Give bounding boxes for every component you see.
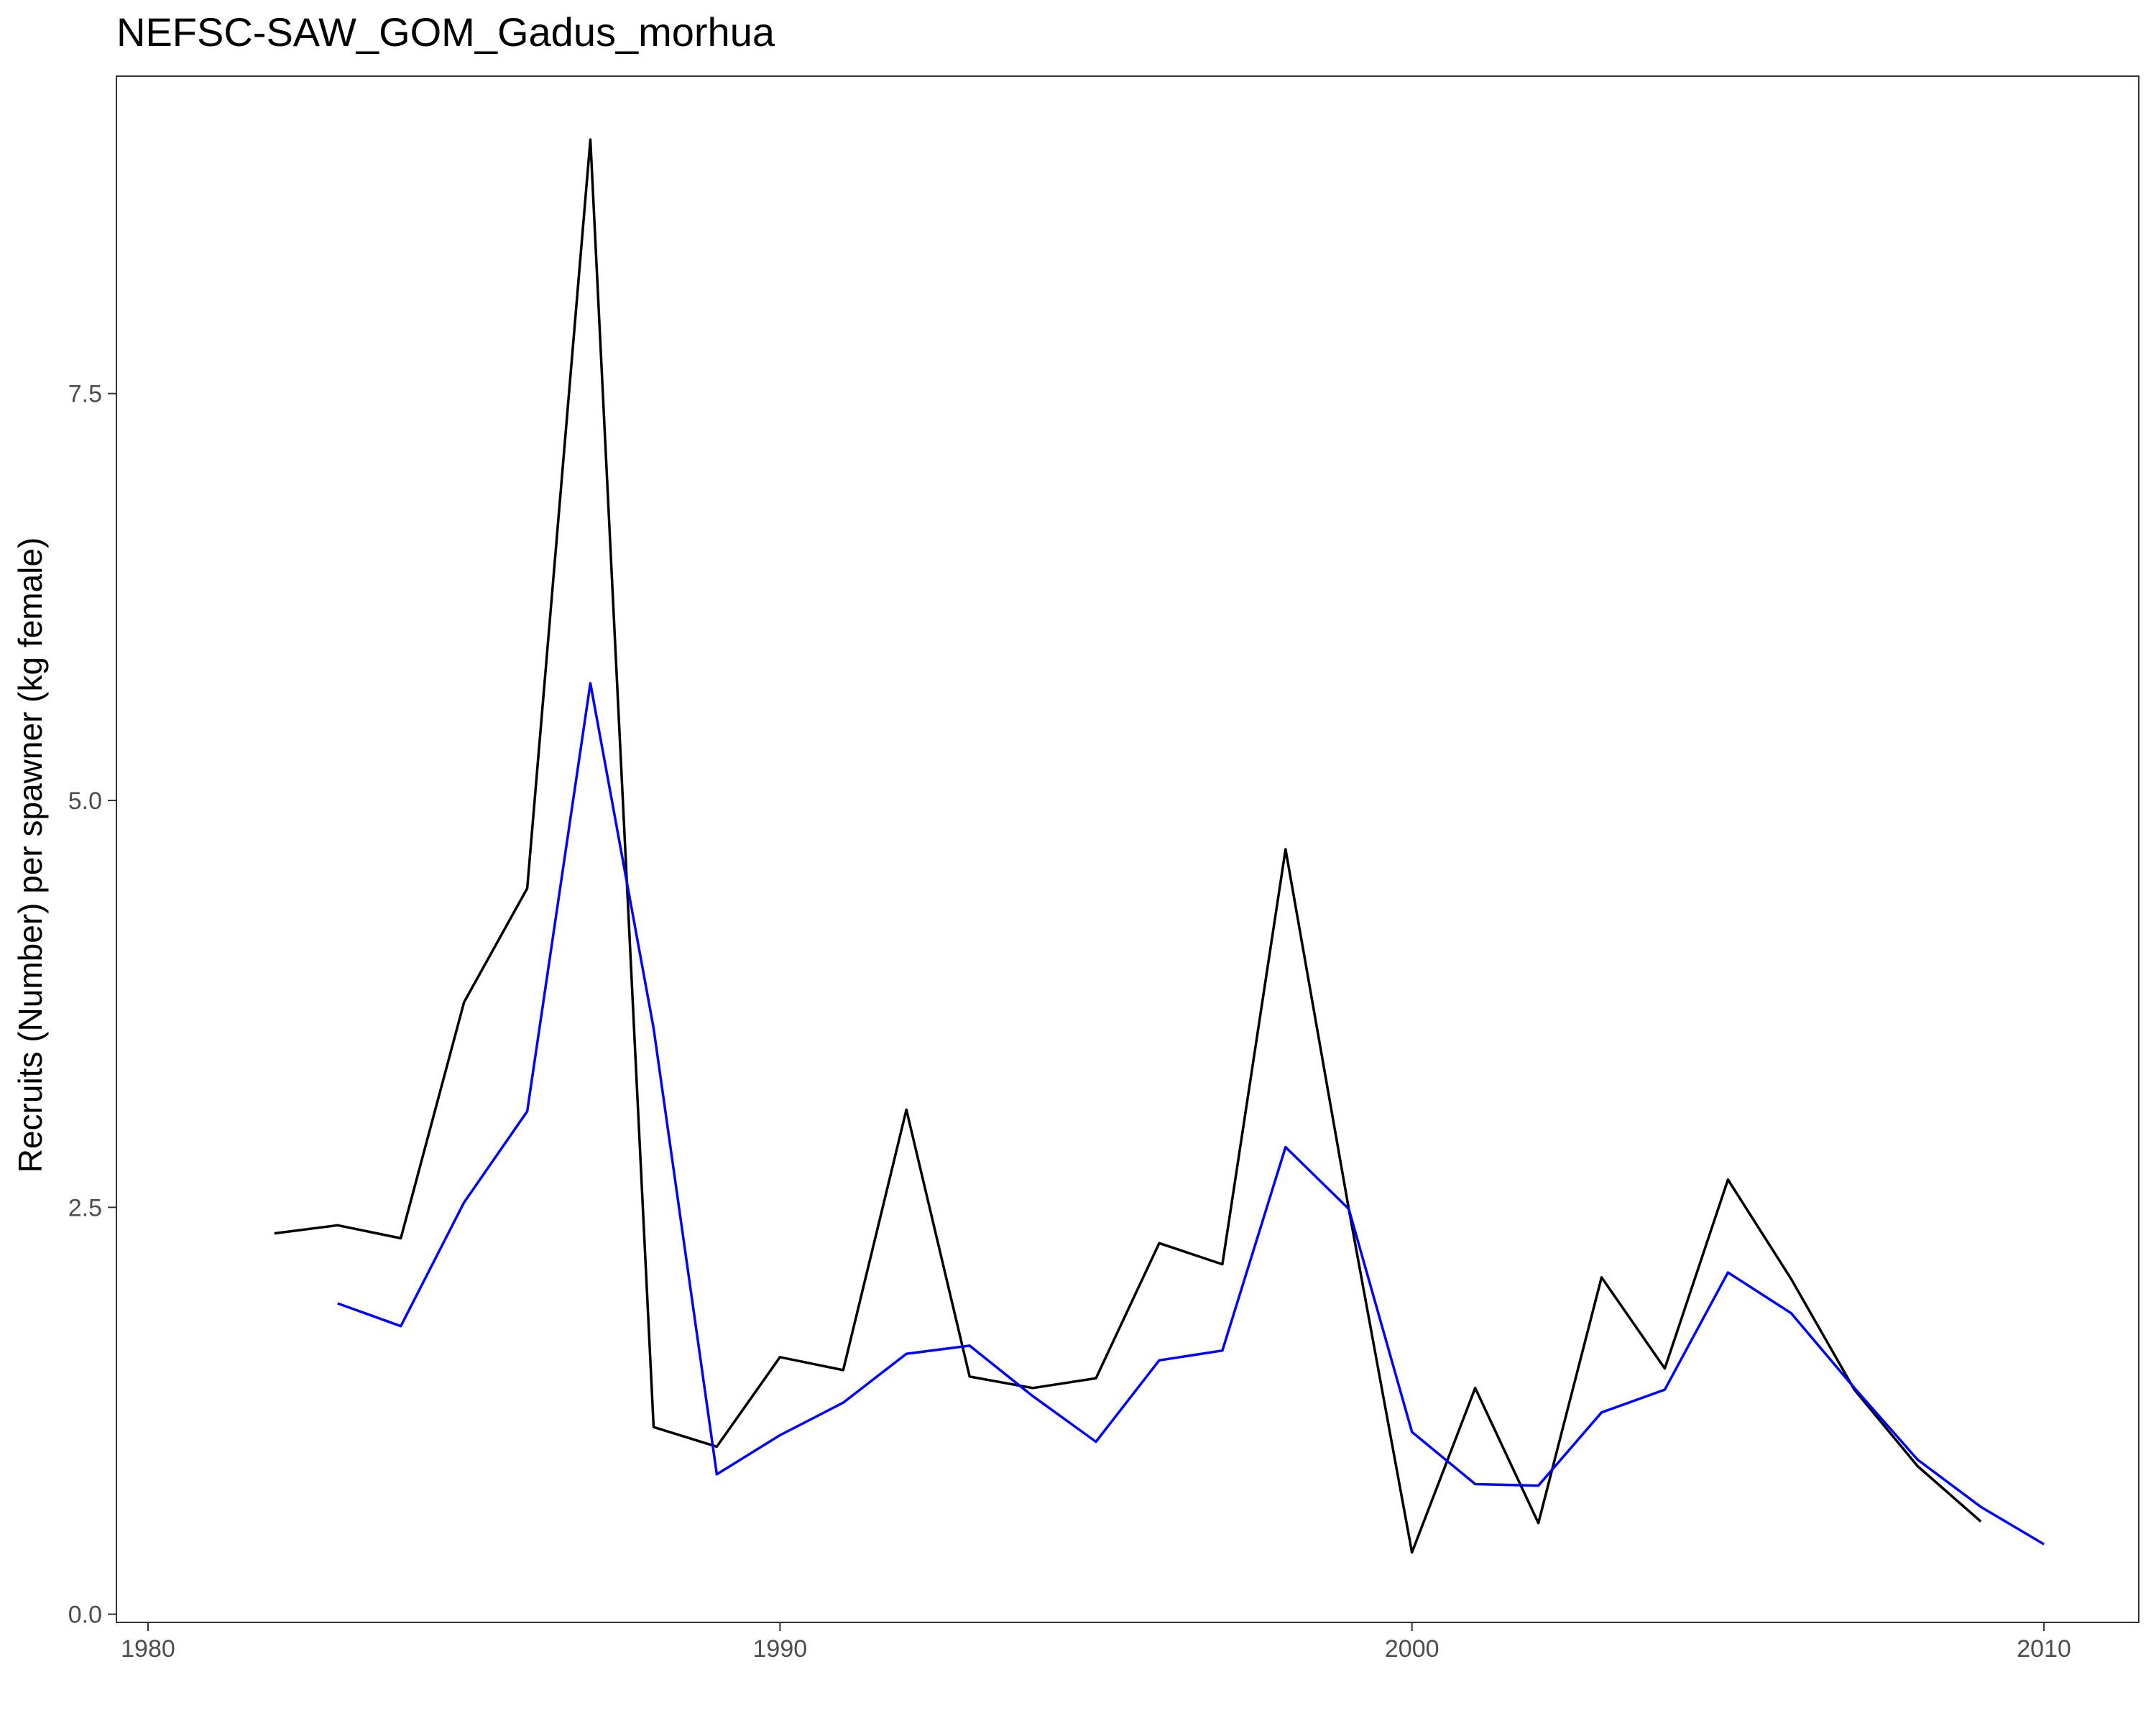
plot-area — [274, 138, 2045, 1554]
y-tick-label: 7.5 — [68, 381, 102, 408]
y-tick-label: 5.0 — [68, 787, 102, 815]
x-tick-label: 1980 — [121, 1635, 175, 1663]
y-tick-label: 0.0 — [68, 1602, 102, 1629]
series-line-1 — [274, 138, 1982, 1554]
series-line-2 — [337, 682, 2045, 1546]
x-tick-label: 2010 — [2017, 1635, 2071, 1663]
chart-title: NEFSC-SAW_GOM_Gadus_morhua — [116, 9, 775, 55]
x-tick-label: 1990 — [753, 1635, 808, 1663]
x-tick-label: 2000 — [1385, 1635, 1439, 1663]
panel-border — [116, 75, 2139, 1623]
y-tick-label: 2.5 — [68, 1194, 102, 1221]
y-axis-title: Recruits (Number) per spawner (kg female… — [11, 537, 49, 1173]
